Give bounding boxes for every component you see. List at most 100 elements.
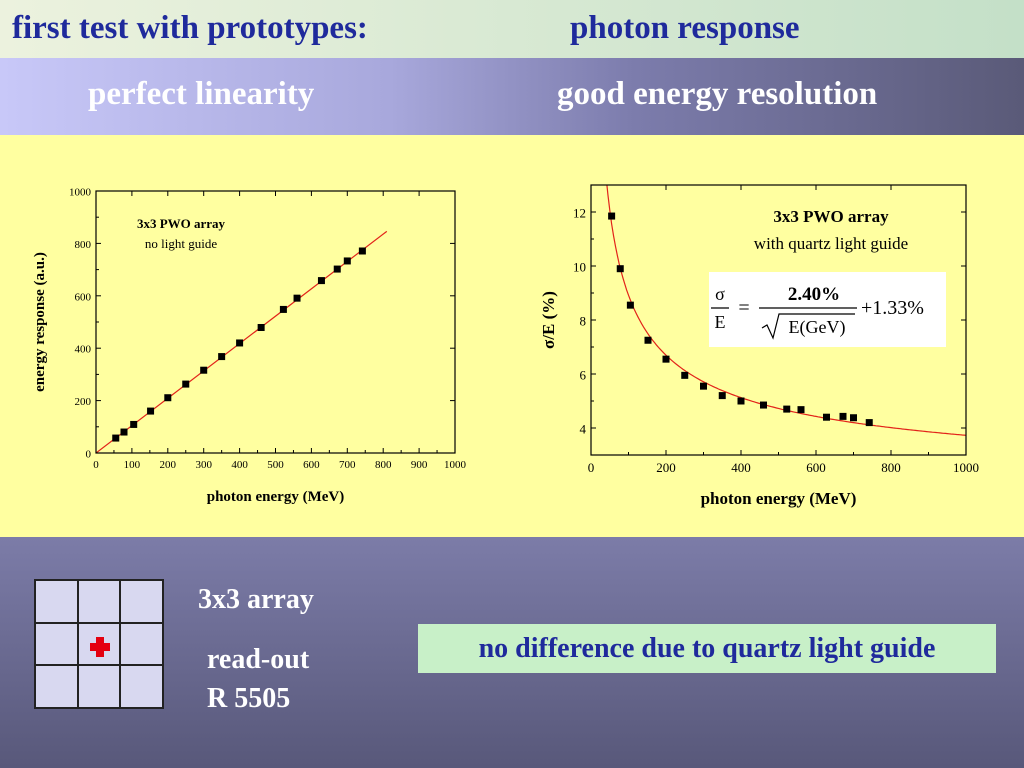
data-point: [147, 407, 155, 415]
subtitle-right: good energy resolution: [557, 76, 878, 112]
data-point: [644, 336, 652, 344]
x-tick-label: 300: [195, 459, 212, 471]
x-tick-label: 900: [411, 459, 428, 471]
formula-constant: +1.33%: [861, 297, 924, 319]
y-tick-label: 1000: [69, 187, 92, 199]
x-tick-label: 100: [124, 459, 141, 471]
array-cell: [77, 665, 121, 708]
plot-frame: [95, 190, 456, 454]
data-point: [200, 366, 208, 374]
x-tick-label: 400: [231, 459, 248, 471]
data-point: [850, 414, 857, 422]
readout-label: read-out: [207, 644, 310, 675]
x-tick-label: 700: [339, 459, 356, 471]
y-tick-label: 4: [580, 422, 587, 437]
x-tick-label: 200: [160, 459, 177, 471]
data-point: [608, 212, 616, 220]
array-cell: [35, 580, 78, 623]
subtitle-left: perfect linearity: [88, 76, 315, 112]
data-point: [616, 265, 624, 273]
data-point: [839, 412, 847, 420]
data-point: [662, 355, 670, 363]
data-point: [164, 394, 172, 402]
data-point: [700, 382, 707, 390]
array-cell: [120, 665, 163, 708]
formula-sigma: σ: [715, 284, 725, 304]
array-cell: [120, 580, 163, 623]
x-tick-label: 0: [93, 459, 99, 471]
y-tick-label: 600: [75, 291, 92, 303]
data-point: [257, 324, 265, 332]
slide-title-right: photon response: [570, 10, 800, 46]
data-point: [783, 405, 791, 413]
readout-cross-icon-v: [95, 636, 104, 657]
x-tick-label: 0: [588, 460, 595, 475]
title-bar: first test with prototypes: photon respo…: [0, 0, 1024, 58]
data-point: [343, 257, 351, 265]
data-point: [182, 380, 190, 388]
chart-panel: 0 100 200 300 400 500 600 700 800 900 1000 0 200 400 6…: [0, 135, 1024, 537]
y-tick-label: 400: [75, 344, 92, 356]
array-label: 3x3 array: [198, 584, 314, 615]
data-point: [130, 420, 138, 428]
linearity-chart: 0 100 200 300 400 500 600 700 800 900 1000 0 200 400 6…: [32, 187, 467, 506]
formula-box: [709, 272, 946, 347]
data-point: [681, 371, 689, 379]
data-point: [112, 434, 120, 442]
x-tick-label: 600: [303, 459, 320, 471]
slide-title-left: first test with prototypes:: [12, 10, 368, 46]
chart-annotation: with quartz light guide: [754, 234, 908, 253]
y-tick-label: 800: [75, 239, 92, 251]
chart-annotation: 3x3 PWO array: [137, 216, 226, 231]
x-tick-label: 200: [656, 460, 676, 475]
y-tick-label: 200: [75, 396, 92, 408]
x-tick-label: 500: [267, 459, 284, 471]
array-cell: [35, 622, 78, 666]
formula-denominator: E(GeV): [789, 317, 846, 338]
y-tick-label: 12: [573, 206, 586, 221]
data-point: [865, 419, 873, 427]
array-cell: [77, 580, 121, 623]
plot-frame: [590, 184, 967, 456]
x-tick-label: 600: [806, 460, 826, 475]
array-cell: [35, 665, 78, 708]
y-tick-label: 0: [86, 449, 92, 461]
data-point: [218, 353, 226, 361]
chart-annotation: no light guide: [145, 236, 217, 251]
data-point: [737, 397, 745, 405]
x-tick-label: 400: [731, 460, 751, 475]
array-cell: [120, 622, 163, 666]
x-tick-label: 800: [881, 460, 901, 475]
x-axis-label: photon energy (MeV): [207, 489, 344, 505]
y-tick-label: 6: [580, 368, 587, 383]
data-point: [358, 247, 366, 255]
formula-numerator: 2.40%: [788, 284, 840, 305]
y-tick-label: 10: [573, 260, 586, 275]
readout-model: R 5505: [207, 683, 291, 714]
data-point: [626, 301, 634, 309]
x-tick-label: 1000: [953, 460, 979, 475]
resolution-chart: 0 200 400 600 800 1000 4 6 8 10 12 photon energy (M…: [539, 184, 979, 508]
formula-energy: E: [715, 312, 726, 332]
array-cell-center: [77, 622, 121, 666]
data-point: [760, 401, 767, 409]
data-point: [236, 339, 244, 347]
data-point: [718, 392, 726, 400]
y-tick-label: 8: [580, 314, 587, 329]
y-axis-label: σ/E (%): [539, 291, 558, 349]
data-point: [120, 428, 128, 436]
x-axis-label: photon energy (MeV): [701, 489, 857, 508]
data-point: [317, 277, 325, 285]
data-point: [823, 413, 830, 421]
data-point: [293, 294, 301, 302]
x-tick-label: 800: [375, 459, 392, 471]
subtitle-bar: perfect linearity good energy resolution: [0, 58, 1024, 135]
data-point: [797, 406, 805, 414]
conclusion-note: no difference due to quartz light guide: [418, 624, 996, 673]
data-point: [333, 265, 341, 273]
data-point: [279, 305, 287, 313]
chart-annotation: 3x3 PWO array: [773, 207, 889, 226]
sqrt-icon: [761, 313, 855, 340]
formula-equals: =: [738, 297, 749, 319]
y-axis-label: energy response (a.u.): [32, 252, 48, 392]
